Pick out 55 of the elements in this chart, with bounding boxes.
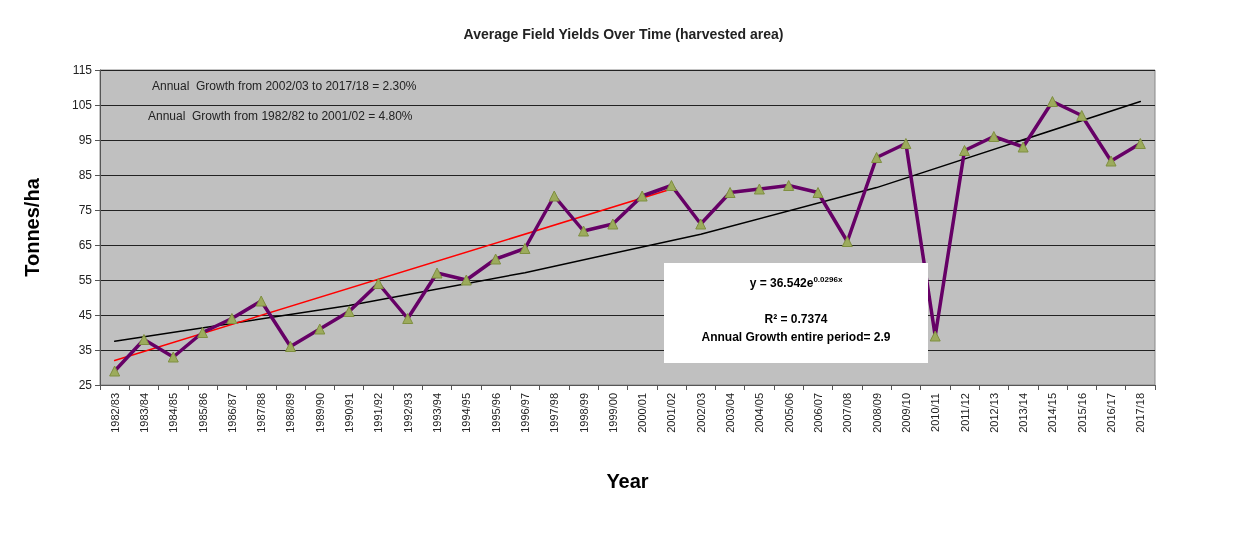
x-tick-label: 2009/10 (899, 393, 912, 433)
x-tick-label: 1989/90 (313, 393, 326, 433)
y-tick-label: 55 (78, 273, 93, 287)
x-tick-label: 2013/14 (1017, 393, 1030, 433)
annotation: Annual Growth from 1982/82 to 2001/02 = 4.80% (148, 109, 413, 123)
x-tick-label: 1990/91 (343, 393, 356, 433)
x-tick-label: 2007/08 (841, 393, 854, 433)
x-tick-label: 2011/12 (958, 393, 971, 432)
x-tick-label: 2008/09 (870, 393, 883, 433)
annotation: y = 36.542e$^{0.0296x}$ (748, 274, 844, 292)
x-tick-label: 2017/18 (1134, 393, 1147, 433)
y-tick-label: 45 (78, 308, 93, 322)
y-tick-label: 105 (71, 98, 93, 112)
y-tick-label: 95 (78, 133, 93, 147)
x-tick-label: 2000/01 (636, 393, 649, 433)
x-tick-label: 1994/95 (460, 393, 473, 433)
x-tick-label: 1995/96 (489, 393, 502, 433)
x-tick-label: 2003/04 (724, 393, 737, 433)
x-tick-label: 2004/05 (753, 393, 766, 433)
x-tick-label: 2016/17 (1105, 393, 1118, 433)
x-tick-label: 2014/15 (1046, 393, 1059, 433)
x-tick-label: 1999/00 (606, 393, 619, 433)
x-tick-label: 1993/94 (431, 393, 444, 433)
y-tick-label: 85 (78, 168, 93, 182)
x-tick-label: 1988/89 (284, 393, 297, 433)
y-axis-title: Tonnes/ha (21, 177, 43, 277)
x-tick-label: 1985/86 (196, 393, 209, 433)
x-tick-label: 2006/07 (811, 393, 824, 433)
x-tick-label: 1984/85 (167, 393, 180, 433)
y-tick-label: 35 (78, 343, 93, 357)
x-tick-label: 1986/87 (225, 393, 238, 433)
x-tick-label: 2002/03 (694, 393, 707, 433)
x-tick-label: 2001/02 (665, 393, 678, 433)
x-axis-title: Year (606, 470, 649, 492)
y-tick-label: 65 (78, 238, 93, 252)
x-tick-label: 1997/98 (548, 393, 561, 433)
annotation: Annual Growth entire period= 2.9 (700, 329, 892, 346)
x-tick-label: 2012/13 (987, 393, 1000, 433)
annotation: Annual Growth from 2002/03 to 2017/18 = 2.30% (152, 79, 417, 93)
x-tick-label: 2010/11 (929, 393, 942, 432)
x-tick-label: 2015/16 (1075, 393, 1088, 433)
annotation: R² = 0.7374 (763, 311, 829, 328)
x-tick-label: 1991/92 (372, 393, 385, 433)
y-tick-label: 25 (78, 378, 93, 392)
y-tick-label: 75 (78, 203, 93, 217)
x-tick-label: 1987/88 (255, 393, 268, 433)
x-tick-label: 2005/06 (782, 393, 795, 433)
x-tick-label: 1983/84 (137, 393, 150, 433)
y-tick-label: 115 (72, 63, 93, 77)
x-tick-label: 1998/99 (577, 393, 590, 433)
x-tick-label: 1982/83 (108, 393, 121, 433)
note-box: y = 36.542e$^{0.0296x}$ R² = 0.7374 Annual Growth entire period= 2.9 (664, 263, 928, 363)
x-tick-label: 1996/97 (518, 393, 531, 433)
x-tick-label: 1992/93 (401, 393, 414, 433)
chart-title: Average Field Yields Over Time (harvested area) (463, 26, 784, 42)
